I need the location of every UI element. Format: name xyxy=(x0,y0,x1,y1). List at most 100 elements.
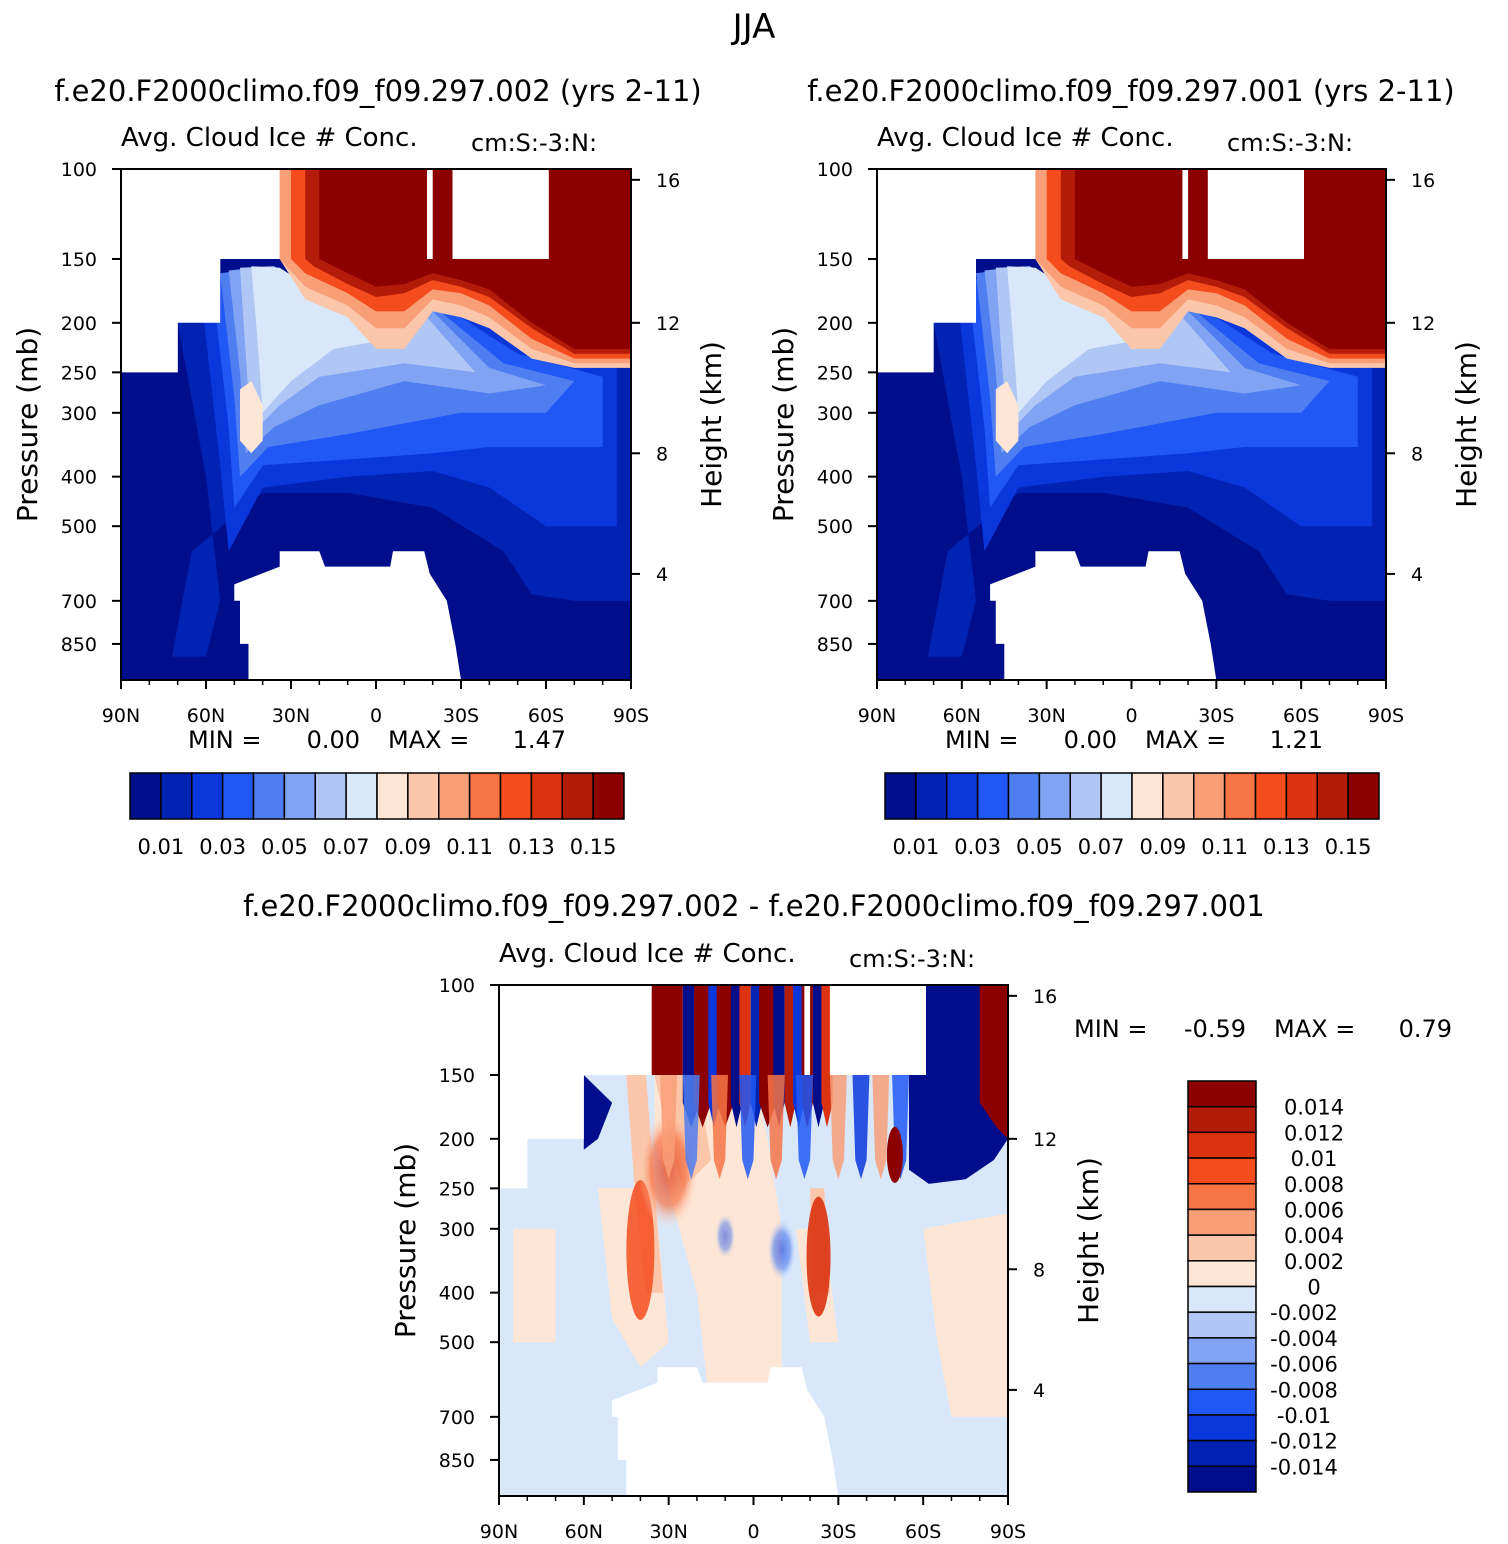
colorbar-label: -0.006 xyxy=(1270,1353,1338,1377)
colorbar-swatch xyxy=(1187,1285,1257,1313)
y-tick-label: 700 xyxy=(61,591,97,613)
y-tick-label: 400 xyxy=(61,467,97,489)
colorbar-swatch xyxy=(1131,772,1164,820)
y-tick-label: 150 xyxy=(439,1065,475,1087)
min-label: MIN = xyxy=(188,726,261,754)
colorbar-swatch xyxy=(1038,772,1071,820)
min-label: MIN = xyxy=(1074,1015,1147,1043)
y-tick-label: 300 xyxy=(61,403,97,425)
colorbar-swatch xyxy=(376,772,409,820)
colorbar-label: 0.006 xyxy=(1284,1198,1344,1222)
x-tick-label: 60N xyxy=(565,1521,603,1543)
x-tick-label: 60S xyxy=(905,1521,941,1543)
contour-band xyxy=(767,1075,785,1180)
contour-band xyxy=(626,1179,655,1320)
y-tick-label: 400 xyxy=(817,467,853,489)
colorbar-label: 0.11 xyxy=(446,835,493,859)
max-value: 1.21 xyxy=(1270,726,1323,754)
y-tick-label: 700 xyxy=(817,591,853,613)
variable-label: Avg. Cloud Ice # Conc. xyxy=(877,123,1174,153)
y-tick-label: 250 xyxy=(61,362,97,384)
colorbar-label: 0.07 xyxy=(323,835,370,859)
colorbar-swatch xyxy=(1187,1208,1257,1236)
missing-data-mask xyxy=(1182,169,1189,259)
colorbar-label: -0.014 xyxy=(1270,1455,1338,1479)
y-tick-label: 200 xyxy=(439,1129,475,1151)
colorbar-label: 0.07 xyxy=(1078,835,1125,859)
max-label: MAX = xyxy=(388,726,469,754)
y2-tick-label: 16 xyxy=(1033,986,1057,1008)
max-value: 0.79 xyxy=(1399,1015,1452,1043)
units-label: cm:S:-3:N: xyxy=(1227,129,1353,157)
x-tick-label: 30S xyxy=(443,705,479,727)
y2-tick-label: 4 xyxy=(656,564,668,586)
panel-top-left: f.e20.F2000climo.f09_f09.297.002 (yrs 2-… xyxy=(11,74,728,727)
y-tick-label: 700 xyxy=(439,1407,475,1429)
variable-label: Avg. Cloud Ice # Conc. xyxy=(499,939,796,969)
missing-data-mask xyxy=(990,551,1217,680)
colorbar-swatch xyxy=(1187,1234,1257,1262)
contour-band xyxy=(715,1214,736,1259)
x-tick-label: 0 xyxy=(747,1521,759,1543)
x-tick-label: 60N xyxy=(943,705,981,727)
y-tick-label: 200 xyxy=(61,313,97,335)
contour-band xyxy=(886,1126,903,1183)
missing-data-mask xyxy=(121,169,274,373)
x-tick-label: 60S xyxy=(528,705,564,727)
colorbar-swatch xyxy=(221,772,255,820)
x-tick-label: 60N xyxy=(187,705,225,727)
y-tick-label: 200 xyxy=(817,313,853,335)
y2-tick-label: 16 xyxy=(656,170,680,192)
y-tick-label: 300 xyxy=(439,1219,475,1241)
colorbar-label: -0.008 xyxy=(1270,1378,1338,1402)
contour-band xyxy=(646,985,683,1075)
contour-band xyxy=(240,381,263,454)
missing-data-mask xyxy=(829,985,926,1075)
colorbar-swatch xyxy=(283,772,316,820)
missing-data-mask xyxy=(877,169,1030,373)
min-value: -0.59 xyxy=(1184,1015,1246,1043)
panel-top-right: f.e20.F2000climo.f09_f09.297.001 (yrs 2-… xyxy=(767,74,1483,727)
colorbar-label: 0.13 xyxy=(508,835,555,859)
contour-band xyxy=(872,1075,890,1180)
colorbar-swatch xyxy=(129,772,162,820)
y2-tick-label: 12 xyxy=(656,313,680,335)
colorbar-swatch xyxy=(1069,772,1102,820)
colorbar-label: 0.03 xyxy=(199,835,246,859)
contour-band xyxy=(795,1075,813,1180)
colorbar-label: 0.01 xyxy=(892,835,939,859)
y2-tick-label: 12 xyxy=(1411,313,1435,335)
colorbar-swatch xyxy=(314,772,347,820)
contour-band xyxy=(979,985,1008,1139)
field-contours xyxy=(499,985,1008,1496)
x-tick-label: 90N xyxy=(480,1521,518,1543)
y-tick-label: 150 xyxy=(817,249,853,271)
colorbar-swatch xyxy=(1193,772,1226,820)
missing-data-mask xyxy=(804,985,811,1075)
min-value: 0.00 xyxy=(307,726,360,754)
colorbar-label: 0.01 xyxy=(1291,1147,1338,1171)
colorbar-label: 0.09 xyxy=(1139,835,1186,859)
colorbar-swatch xyxy=(1187,1414,1257,1442)
x-tick-label: 90S xyxy=(990,1521,1026,1543)
contour-band xyxy=(513,1228,556,1343)
colorbar-swatch xyxy=(252,772,286,820)
y2-axis-label: Height (km) xyxy=(695,341,728,508)
colorbar-swatch xyxy=(1100,772,1133,820)
y-axis-label: Pressure (mb) xyxy=(767,327,800,522)
units-label: cm:S:-3:N: xyxy=(849,945,975,973)
colorbar-swatch xyxy=(407,772,440,820)
y-tick-label: 850 xyxy=(817,634,853,656)
contour-band xyxy=(806,1196,831,1317)
colorbar-swatch xyxy=(1254,772,1288,820)
x-tick-label: 0 xyxy=(370,705,382,727)
y-tick-label: 300 xyxy=(817,403,853,425)
y-tick-label: 850 xyxy=(439,1450,475,1472)
colorbar-swatch xyxy=(438,772,471,820)
colorbar-swatch xyxy=(1187,1260,1257,1288)
colorbar-label: 0.002 xyxy=(1284,1250,1344,1274)
colorbar-swatch xyxy=(468,772,502,820)
colorbar-label: 0.05 xyxy=(261,835,308,859)
colorbar-label: 0 xyxy=(1307,1276,1320,1300)
colorbar-label: 0.05 xyxy=(1016,835,1063,859)
